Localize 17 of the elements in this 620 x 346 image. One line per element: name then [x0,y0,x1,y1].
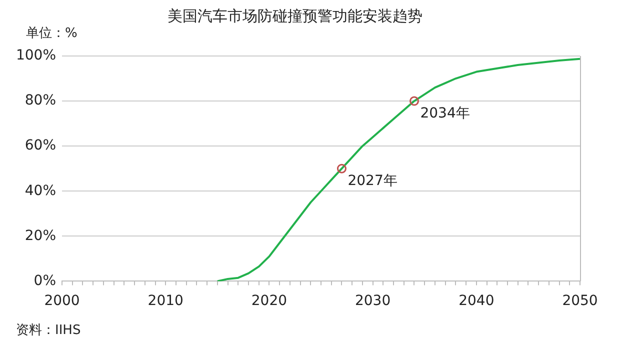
annotation: 2027年 [348,173,398,190]
y-tick-label: 100% [16,48,56,64]
x-tick-label: 2050 [562,293,598,310]
x-tick-label: 2020 [251,293,288,310]
y-tick-label: 40% [24,182,56,199]
y-tick-label: 20% [24,228,56,244]
annotation: 2034年 [420,106,470,122]
chart-title: 美国汽车市场防碰撞预警功能安装趋势 [168,6,422,25]
x-tick-label: 2030 [354,293,391,310]
x-tick-label: 2040 [458,293,494,310]
y-axis-title: 单位：% [26,26,78,41]
y-tick-label: 60% [24,138,56,154]
y-tick-label: 0% [34,272,56,289]
x-tick-label: 2010 [148,293,184,310]
x-tick-label: 2000 [44,293,80,310]
text: 资料：IIHS [16,323,81,338]
y-tick-label: 80% [24,92,56,109]
